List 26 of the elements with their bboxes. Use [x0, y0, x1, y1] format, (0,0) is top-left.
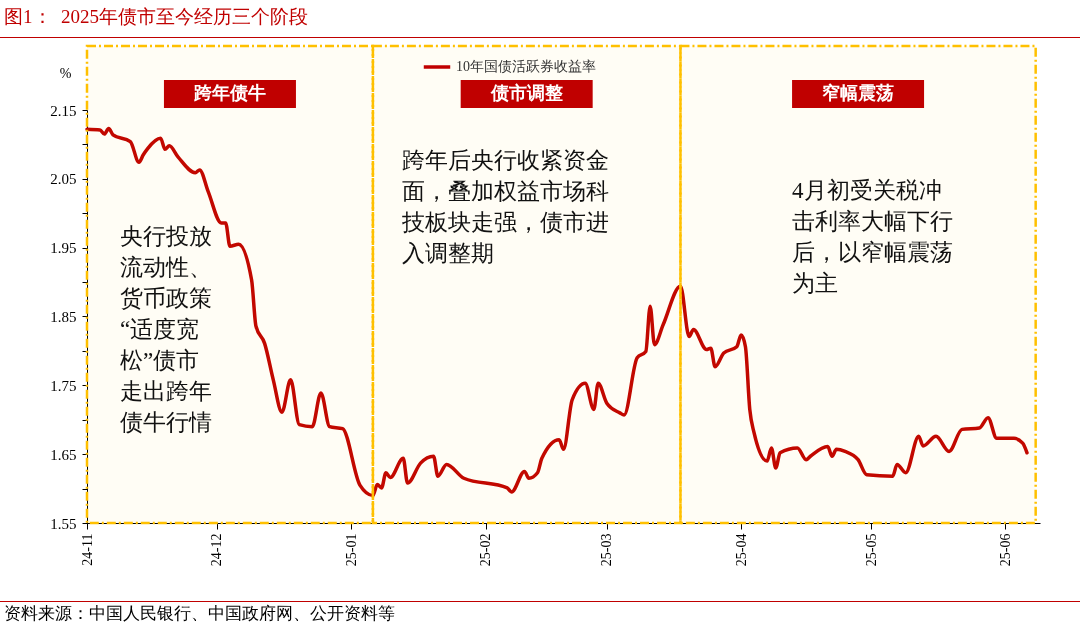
y-tick-label: 1.65: [50, 446, 77, 463]
band-label: 债市调整: [489, 83, 563, 103]
annotation: 央行投放流动性、货币政策“适度宽松”债市走出跨年债牛行情: [120, 224, 212, 435]
x-tick-label: 25-05: [863, 533, 879, 567]
y-tick-label: 1.55: [50, 515, 77, 532]
y-axis-title: %: [59, 65, 72, 81]
y-tick-label: 1.75: [50, 377, 77, 394]
x-tick-label: 24-12: [209, 533, 225, 567]
x-tick-label: 25-01: [343, 533, 359, 567]
y-tick-label: 2.05: [50, 171, 77, 188]
x-tick-label: 25-06: [997, 533, 1013, 567]
band-label: 跨年债牛: [192, 83, 266, 103]
x-tick-label: 25-03: [599, 533, 615, 567]
band-label: 窄幅震荡: [822, 83, 895, 103]
y-tick-label: 1.85: [50, 309, 77, 325]
x-tick-label: 25-04: [733, 533, 749, 567]
x-tick-label: 25-02: [478, 533, 494, 567]
chart-title: 图1： 2025年债市至今经历三个阶段: [0, 0, 1080, 38]
text: 资料来源：中国人民银行、中国政府网、公开资料等: [0, 601, 1080, 626]
legend-label: 10年国债活跃券收益率: [456, 59, 596, 74]
annotation: 跨年后央行收紧资金面，叠加权益市场科技板块走强，债市进入调整期: [401, 148, 609, 266]
y-tick-label: 1.95: [50, 240, 77, 257]
line-series: [85, 126, 1029, 498]
y-tick-label: 2.15: [50, 102, 77, 119]
annotation: 4月初受关税冲击利率大幅下行后，以窄幅震荡为主: [792, 178, 953, 296]
x-tick-label: 24-11: [79, 533, 95, 566]
